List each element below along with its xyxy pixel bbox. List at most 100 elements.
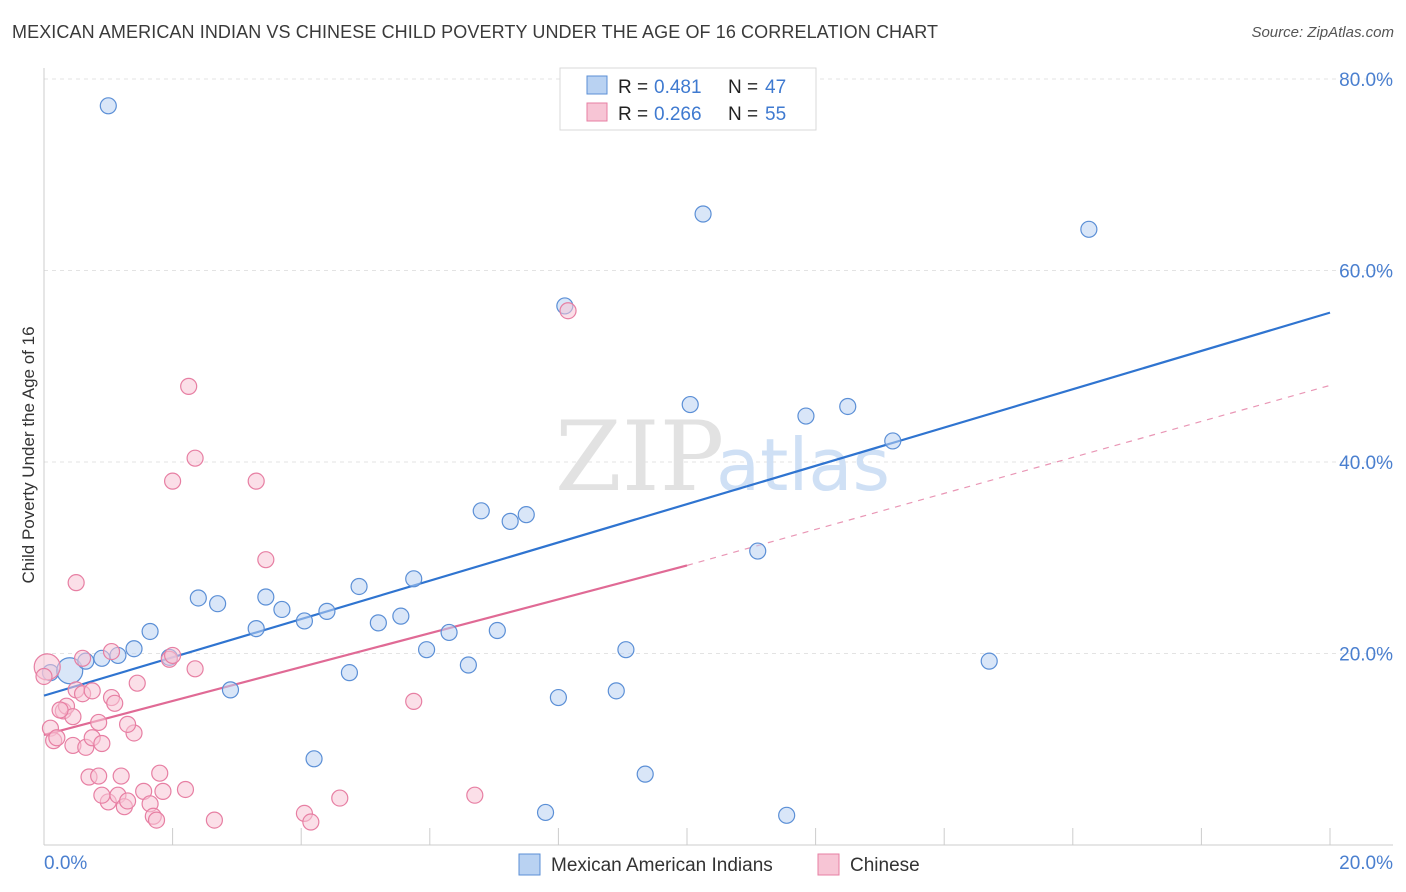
stats-n-label-1: N = (728, 77, 758, 98)
point-chinese (48, 729, 66, 747)
stats-r-value-2: 0.266 (654, 104, 702, 125)
tick-labels: 20.0% 40.0% 60.0% 80.0% 0.0% 20.0% (44, 70, 1393, 874)
point-mexican-american-indians (472, 502, 490, 520)
stats-swatch-blue (586, 75, 608, 95)
point-mexican-american-indians (221, 681, 240, 699)
trendline-chinese-extension (686, 384, 1331, 566)
point-mexican-american-indians (1080, 220, 1098, 238)
stats-n-value-1: 47 (765, 77, 786, 98)
point-chinese (186, 449, 204, 467)
source-label: Source: ZipAtlas.com (1251, 24, 1394, 41)
point-chinese (93, 734, 111, 753)
point-mexican-american-indians (501, 512, 519, 530)
point-mexican-american-indians (350, 577, 368, 596)
point-chinese (186, 660, 204, 678)
watermark-atlas: atlas (716, 423, 890, 507)
point-chinese (90, 767, 108, 785)
point-mexican-american-indians (884, 432, 902, 450)
trendline-mexican-american-indians (43, 311, 1331, 697)
point-mexican-american-indians (125, 640, 143, 658)
point-mexican-american-indians (247, 620, 265, 638)
point-mexican-american-indians (440, 623, 458, 642)
y-axis-label: Child Poverty Under the Age of 16 (19, 326, 38, 583)
point-mexican-american-indians (778, 806, 796, 824)
point-chinese (112, 767, 130, 785)
point-chinese (205, 811, 223, 829)
legend-label-mexican-american-indians: Mexican American Indians (551, 855, 773, 876)
point-mexican-american-indians (617, 641, 635, 659)
y-tick-label: 40.0% (1339, 453, 1393, 474)
point-mexican-american-indians (189, 589, 207, 607)
gridlines (44, 78, 1393, 654)
chart-title: MEXICAN AMERICAN INDIAN VS CHINESE CHILD… (12, 22, 939, 42)
point-mexican-american-indians (681, 395, 699, 414)
x-tick-label: 0.0% (44, 853, 87, 874)
point-chinese (147, 811, 166, 829)
point-mexican-american-indians (607, 682, 625, 700)
point-mexican-american-indians (99, 97, 117, 115)
point-mexican-american-indians (257, 588, 275, 606)
point-chinese (331, 789, 349, 807)
point-chinese (83, 682, 101, 700)
point-chinese (51, 701, 69, 719)
point-chinese (90, 713, 108, 732)
legend-swatch-chinese (817, 853, 840, 876)
point-mexican-american-indians (305, 750, 323, 768)
point-chinese (164, 646, 182, 665)
point-mexican-american-indians (340, 664, 359, 682)
point-chinese (128, 674, 146, 692)
point-chinese (247, 472, 265, 490)
point-chinese (154, 782, 172, 800)
trendline-chinese (43, 564, 688, 736)
point-mexican-american-indians (318, 602, 336, 620)
legend-label-chinese: Chinese (850, 855, 920, 876)
point-chinese (164, 472, 182, 490)
stats-r-value-1: 0.481 (654, 77, 702, 98)
data-points (33, 94, 1098, 831)
point-mexican-american-indians (392, 607, 410, 625)
point-chinese (151, 764, 169, 782)
point-chinese (67, 574, 85, 592)
point-mexican-american-indians (488, 621, 506, 640)
point-mexican-american-indians (295, 612, 314, 630)
point-mexican-american-indians (549, 688, 568, 707)
point-chinese (118, 715, 137, 733)
point-chinese (466, 786, 484, 804)
point-chinese (106, 694, 124, 712)
watermark-zip: ZIP (555, 401, 724, 513)
stats-r-label-2: R = (618, 104, 648, 125)
point-mexican-american-indians (405, 570, 423, 588)
trend-lines (43, 311, 1331, 736)
point-chinese (302, 813, 320, 831)
bottom-legend: Mexican American Indians Chinese (518, 853, 920, 876)
y-tick-label: 80.0% (1339, 70, 1393, 91)
point-chinese (405, 692, 423, 710)
stats-r-label-1: R = (618, 77, 648, 98)
stats-n-value-2: 55 (765, 104, 786, 125)
point-mexican-american-indians (517, 506, 535, 524)
legend-swatch-mexican-american-indians (518, 853, 541, 876)
point-chinese (559, 302, 577, 320)
axes (43, 68, 1393, 846)
point-chinese (102, 642, 121, 661)
point-mexican-american-indians (694, 205, 712, 223)
point-mexican-american-indians (273, 600, 291, 619)
point-chinese (73, 649, 92, 667)
point-mexican-american-indians (459, 656, 477, 674)
point-mexican-american-indians (749, 542, 767, 560)
point-mexican-american-indians (141, 622, 159, 641)
point-mexican-american-indians (417, 641, 436, 659)
point-mexican-american-indians (980, 652, 998, 670)
x-tick-label: 20.0% (1339, 853, 1393, 874)
stats-n-label-2: N = (728, 104, 758, 125)
point-mexican-american-indians (839, 397, 857, 416)
point-chinese (93, 786, 111, 804)
point-mexican-american-indians (369, 614, 387, 632)
point-mexican-american-indians (636, 765, 654, 783)
point-chinese (180, 377, 198, 395)
y-tick-label: 20.0% (1339, 645, 1393, 666)
stats-legend: R = 0.481 N = 47 R = 0.266 N = 55 (559, 67, 817, 131)
point-mexican-american-indians (536, 803, 555, 822)
point-chinese (118, 792, 137, 810)
point-chinese (35, 667, 53, 686)
